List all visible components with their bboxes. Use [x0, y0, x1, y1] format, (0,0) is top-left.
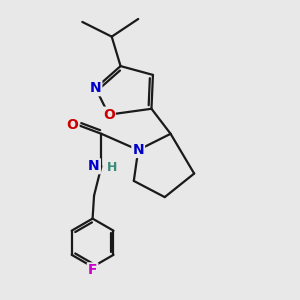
Text: N: N [88, 159, 100, 173]
Text: N: N [90, 81, 101, 95]
Text: O: O [67, 118, 79, 132]
Text: H: H [106, 161, 117, 174]
Text: N: N [132, 143, 144, 157]
Text: O: O [103, 108, 115, 122]
Text: F: F [88, 263, 97, 278]
